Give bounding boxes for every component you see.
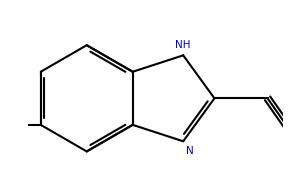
Text: NH: NH [176,40,191,50]
Text: N: N [186,145,194,155]
